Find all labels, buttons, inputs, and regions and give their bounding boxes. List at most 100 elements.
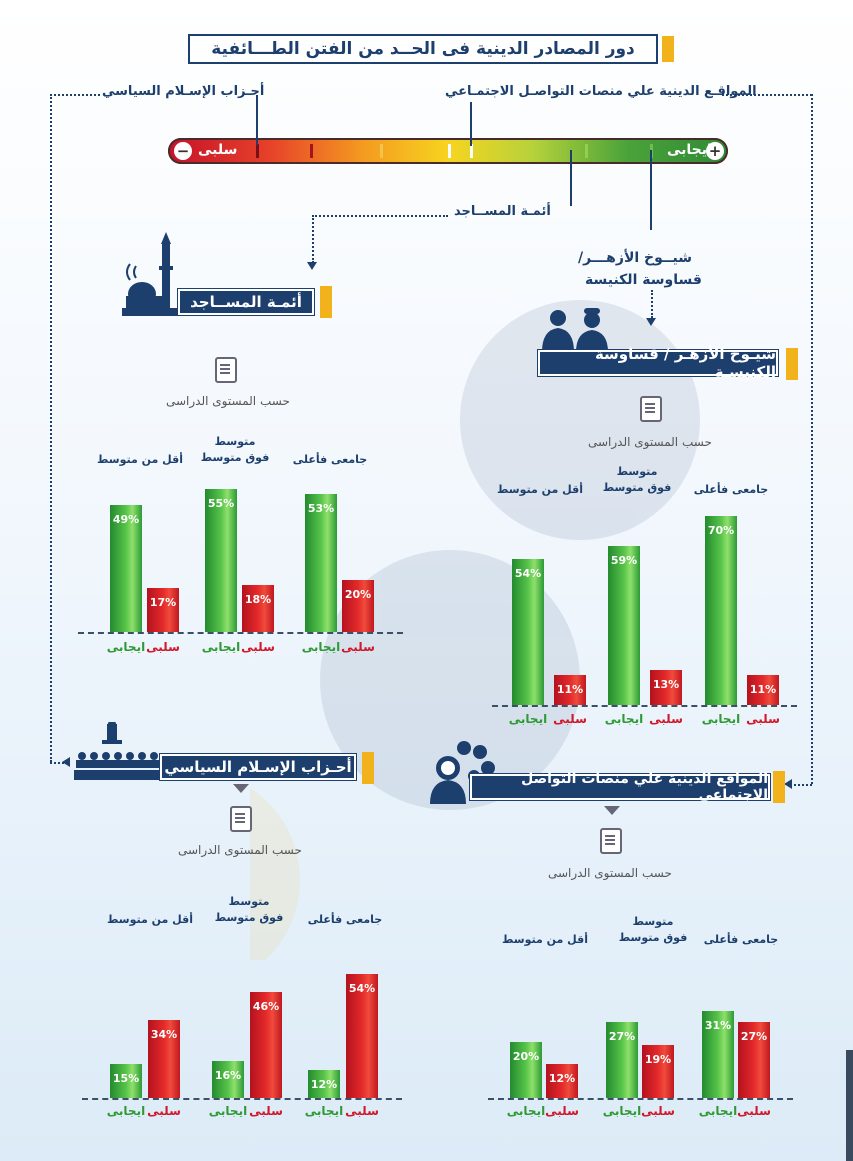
dotted-connector (312, 215, 314, 263)
positive-bar (110, 1063, 142, 1098)
bar-value-label: 27% (740, 1030, 768, 1044)
positive-bar (308, 1070, 340, 1098)
arrow-icon (307, 262, 317, 270)
category-label: أقل من متوسط (97, 453, 183, 466)
negative-bar (242, 585, 274, 632)
gauge-label-social-media: المواقـع الدينية علي منصات التواصـل الاج… (445, 84, 757, 99)
bar-value-label: 17% (149, 595, 177, 609)
section-accent-bar (786, 348, 798, 380)
category-label: متوسط فوق متوسط (200, 435, 270, 464)
negative-bar (147, 587, 179, 632)
arrow-icon (646, 318, 656, 326)
negative-bar (250, 992, 282, 1098)
negative-bar (342, 580, 374, 632)
by-education-label: حسب المستوى الدراسى (548, 866, 672, 880)
by-education-label: حسب المستوى الدراسى (166, 394, 290, 408)
title-accent-bar (662, 36, 674, 62)
legend-positive-label: ايجابى (201, 640, 241, 654)
connector-line (650, 150, 652, 230)
legend-negative-label: سلبى (249, 1104, 283, 1118)
positive-bar (212, 1061, 244, 1098)
category-label: جامعى فأعلى (292, 453, 368, 466)
gauge-label-azhar-2: قساوسة الكنيسة (585, 272, 702, 288)
legend-positive-label: ايجابى (106, 640, 146, 654)
bar-value-label: 12% (310, 1078, 338, 1092)
audience-icon (74, 722, 160, 780)
by-education-label: حسب المستوى الدراسى (588, 435, 712, 449)
bar-value-label: 20% (344, 588, 372, 601)
gauge-tick (448, 144, 451, 158)
dotted-connector (50, 94, 100, 96)
page-edge-bar (846, 1050, 853, 1161)
chart-baseline (492, 705, 797, 707)
negative-bar (642, 1044, 674, 1098)
negative-bar (650, 669, 682, 705)
legend-positive-label: ايجابى (698, 1104, 738, 1118)
dotted-connector (651, 290, 653, 318)
legend-negative-label: سلبى (147, 1104, 181, 1118)
chart-baseline (82, 1098, 402, 1100)
dotted-connector (50, 94, 52, 762)
dotted-connector (811, 94, 813, 784)
arrow-icon (233, 784, 249, 793)
bar-value-label: 20% (512, 1050, 540, 1063)
legend-positive-label: ايجابى (604, 712, 644, 726)
legend-positive-label: ايجابى (506, 1104, 546, 1118)
category-label: جامعى فأعلى (693, 483, 769, 496)
legend-positive-label: ايجابى (508, 712, 548, 726)
page-title: دور المصادر الدينية فى الحــد من الفتن ا… (188, 34, 658, 64)
section-header-azhar-clergy: شيـوخ الأزهـر / قساوسة الكنيسـة (538, 345, 778, 381)
legend-negative-label: سلبى (345, 1104, 379, 1118)
bar-value-label: 15% (112, 1071, 140, 1085)
positive-bar (205, 489, 237, 632)
section-accent-bar (773, 771, 785, 803)
gauge-tick (585, 144, 588, 158)
legend-negative-label: سلبى (545, 1104, 579, 1118)
section-header-mosque-imams: أئمـة المســاجد (178, 289, 314, 315)
arrow-icon (604, 806, 620, 815)
connector-line (570, 150, 572, 206)
gauge-tick (310, 144, 313, 158)
minus-icon: − (174, 142, 192, 160)
legend-positive-label: ايجابى (602, 1104, 642, 1118)
chart-baseline (78, 632, 403, 634)
bar-value-label: 27% (608, 1030, 636, 1044)
certificate-icon (640, 396, 662, 422)
category-label: جامعى فأعلى (307, 913, 383, 926)
category-label: أقل من متوسط (497, 483, 583, 496)
positive-bar (305, 494, 337, 632)
gauge-label-mosque-imams: أئمـة المســاجد (454, 204, 551, 219)
legend-negative-label: سلبى (649, 712, 683, 726)
certificate-icon (600, 828, 622, 854)
clergy-icon (542, 308, 608, 352)
bar-value-label: 55% (207, 497, 235, 510)
positive-bar (702, 1011, 734, 1098)
arrow-icon (784, 779, 792, 789)
bar-value-label: 49% (112, 512, 140, 526)
legend-negative-label: سلبى (146, 640, 180, 654)
bar-value-label: 16% (214, 1069, 242, 1083)
legend-positive-label: ايجابى (701, 712, 741, 726)
bar-value-label: 54% (514, 567, 542, 581)
category-label: متوسط فوق متوسط (214, 895, 284, 924)
category-label: أقل من متوسط (502, 933, 588, 946)
positive-bar (606, 1022, 638, 1098)
bar-value-label: 70% (707, 524, 735, 537)
section-accent-bar (362, 752, 374, 784)
legend-negative-label: سلبى (737, 1104, 771, 1118)
dotted-connector (312, 215, 448, 217)
gauge-label-azhar-1: شيــوخ الأزهـــر/ (578, 250, 692, 266)
dotted-connector (722, 94, 812, 96)
negative-bar (346, 973, 378, 1098)
negative-bar (747, 675, 779, 705)
positive-bar (608, 545, 640, 705)
bar-value-label: 34% (150, 1027, 178, 1041)
category-label: متوسط فوق متوسط (618, 915, 688, 944)
section-accent-bar (320, 286, 332, 318)
gauge-tick (470, 144, 473, 158)
positive-bar (705, 516, 737, 705)
legend-negative-label: سلبى (641, 1104, 675, 1118)
plus-icon: + (706, 142, 724, 160)
legend-positive-label: ايجابى (304, 1104, 344, 1118)
negative-bar (148, 1019, 180, 1098)
